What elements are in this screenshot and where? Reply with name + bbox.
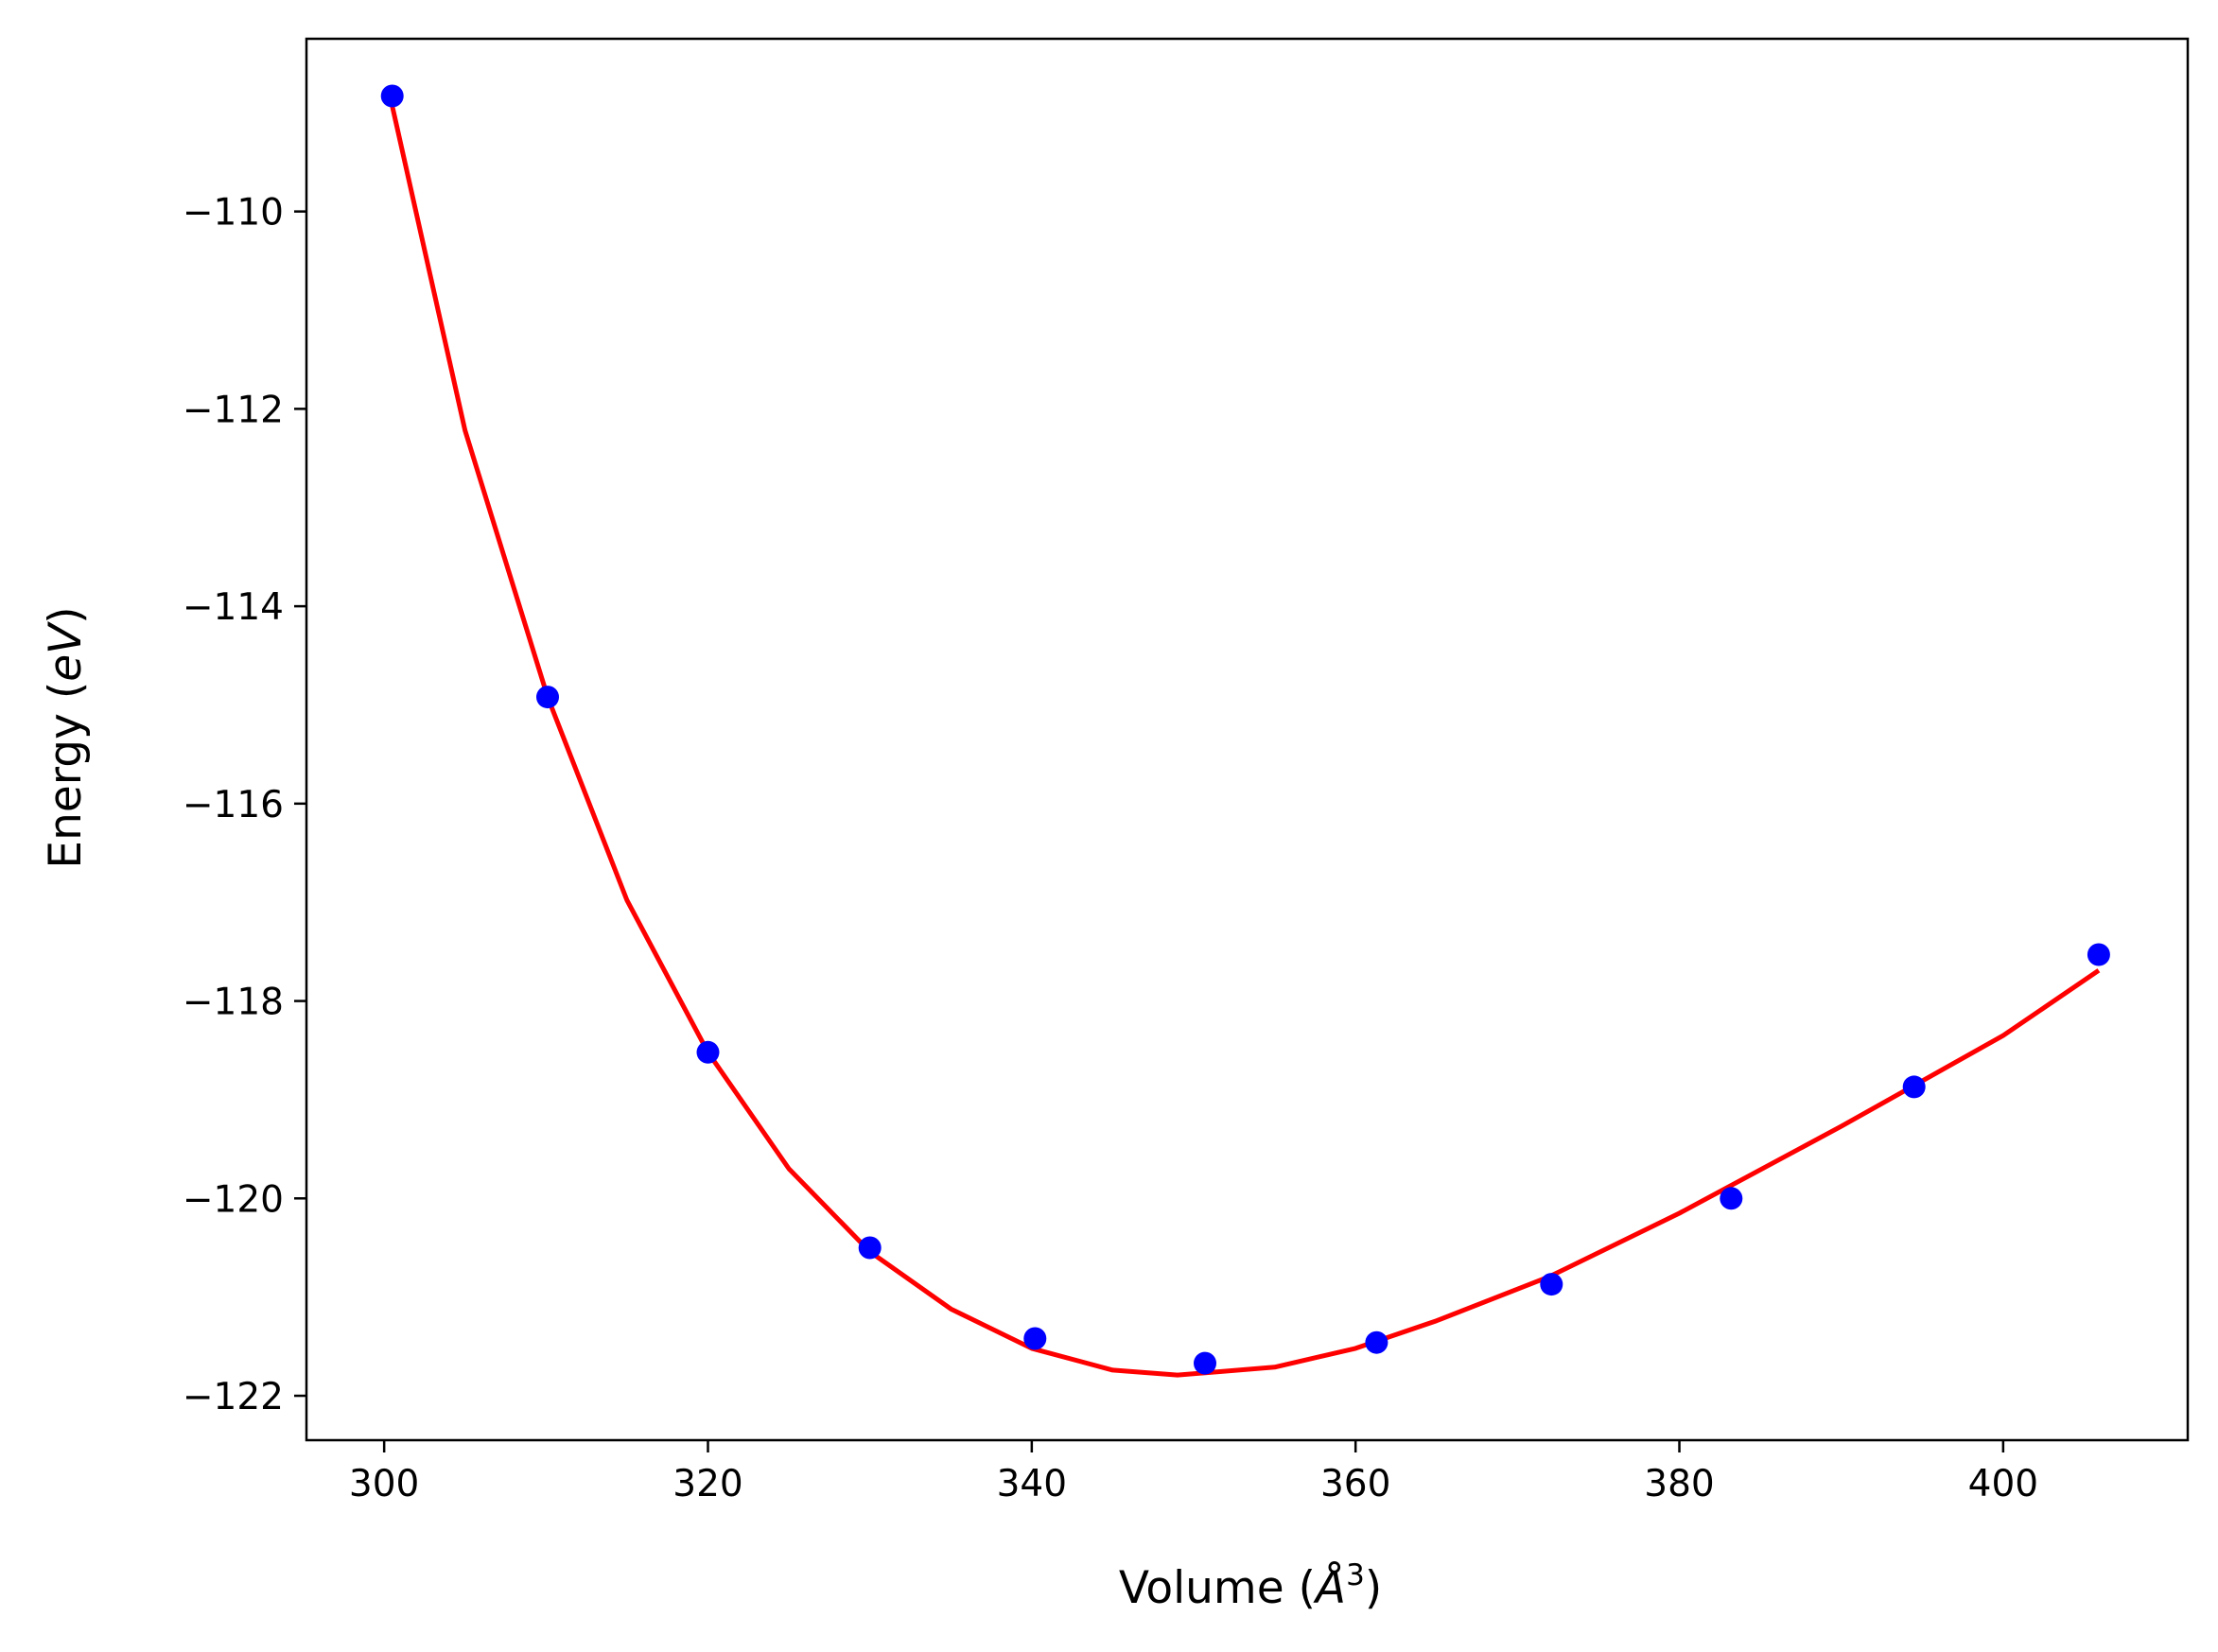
x-tick-label: 300: [349, 1463, 419, 1505]
y-tick-label: −112: [183, 389, 284, 431]
x-tick-label: 340: [997, 1463, 1067, 1505]
data-point: [1720, 1187, 1743, 1210]
data-point: [1902, 1075, 1926, 1099]
data-point: [1023, 1327, 1047, 1350]
y-tick-label: −122: [183, 1376, 284, 1418]
y-tick-label: −110: [183, 192, 284, 235]
x-axis-ticks: 300 320 340 360 380 400: [349, 1440, 2038, 1505]
x-tick-label: 360: [1320, 1463, 1390, 1505]
x-tick-label: 320: [672, 1463, 742, 1505]
y-axis-label: Energy (eV): [40, 606, 92, 868]
plot-frame: [305, 37, 2190, 1442]
fit-curve: [390, 105, 2101, 1378]
data-point: [536, 686, 559, 709]
x-axis-label: Volume (Å3): [1119, 1558, 1382, 1614]
y-tick-label: −116: [183, 784, 284, 826]
fit-curve-layer: [390, 105, 2101, 1378]
data-point: [1365, 1330, 1388, 1354]
y-tick-label: −120: [183, 1178, 284, 1221]
data-point: [380, 84, 404, 108]
data-point: [2087, 943, 2110, 966]
data-point: [1540, 1273, 1563, 1296]
x-tick-label: 380: [1644, 1463, 1714, 1505]
data-points-layer: [380, 84, 2110, 1375]
y-tick-label: −118: [183, 982, 284, 1024]
y-axis-ticks: −110 −112 −114 −116 −118 −120 −122: [183, 192, 306, 1418]
x-tick-label: 400: [1968, 1463, 2038, 1505]
data-point: [696, 1040, 720, 1064]
data-point: [1194, 1351, 1216, 1375]
y-tick-label: −114: [183, 586, 284, 629]
data-point: [858, 1236, 882, 1260]
